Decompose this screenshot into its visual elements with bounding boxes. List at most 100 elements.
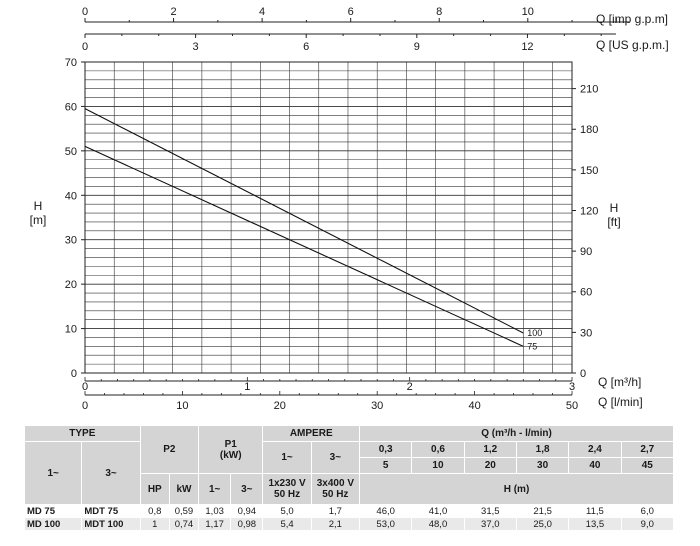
ampere-1-voltage-line2: 50 Hz <box>274 489 301 500</box>
us-tick-label: 6 <box>303 41 309 53</box>
imp-tick-label: 6 <box>348 6 354 18</box>
y-left-title: H <box>34 199 43 213</box>
lmin-tick-label: 50 <box>566 400 578 412</box>
ampere-3-header: 3~ <box>310 441 361 474</box>
row-amp-1: 5,0 <box>262 504 312 518</box>
type-header: TYPE <box>24 425 141 442</box>
row-hp: 1 <box>139 517 170 531</box>
row-kw: 0,74 <box>168 517 200 531</box>
pump-spec-table: TYPE P2 P1 (kW) AMPERE Q (m³/h - l/min) … <box>23 425 675 531</box>
ampere-3-voltage-line2: 50 Hz <box>322 489 349 500</box>
row-h: 48,0 <box>411 517 465 531</box>
plot-frame <box>84 61 573 374</box>
row-type-1: MD 100 <box>23 517 83 531</box>
lmin-tick-label: 10 <box>176 400 188 412</box>
m-tick-label: 40 <box>65 190 77 202</box>
ampere-header: AMPERE <box>262 425 361 442</box>
lmin-tick-label: 30 <box>371 400 383 412</box>
table-row: MD 75 MDT 75 0,8 0,59 1,03 0,94 5,0 1,7 … <box>23 504 675 518</box>
y-right-title: H <box>610 201 619 215</box>
ampere-1-voltage: 1x230 V 50 Hz <box>262 473 312 505</box>
row-h: 53,0 <box>359 517 413 531</box>
curve-75 <box>84 145 524 347</box>
m3h-tick-label: 0 <box>82 381 88 393</box>
bottom-lmin-title: Q [l/min] <box>598 395 643 409</box>
p2-kw-header: kW <box>168 473 200 505</box>
q-m3h-cell: 1,8 <box>515 441 570 458</box>
row-h: 11,5 <box>568 504 622 518</box>
imp-tick-label: 10 <box>522 6 534 18</box>
us-tick-label: 0 <box>82 41 88 53</box>
curve-100 <box>84 108 524 334</box>
type-1-header: 1~ <box>23 441 83 505</box>
row-h: 6,0 <box>620 504 675 518</box>
ft-tick-label: 60 <box>580 287 592 299</box>
row-h: 9,0 <box>620 517 675 531</box>
m-tick-label: 60 <box>65 101 77 113</box>
imp-tick-label: 8 <box>436 6 442 18</box>
m-tick-label: 70 <box>65 57 77 69</box>
us-tick-label: 3 <box>193 41 199 53</box>
row-amp-3: 1,7 <box>310 504 361 518</box>
y-left-unit: [m] <box>30 213 47 227</box>
p1-header-label: P1 <box>224 438 237 450</box>
m3h-tick-label: 3 <box>569 381 575 393</box>
row-h: 25,0 <box>515 517 570 531</box>
ampere-1-voltage-line1: 1x230 V <box>268 478 306 489</box>
curve-label-100: 100 <box>527 328 542 338</box>
lmin-tick-label: 40 <box>468 400 480 412</box>
q-m3h-cell: 1,2 <box>463 441 517 458</box>
q-lmin-cell: 20 <box>463 457 517 474</box>
p1-3-header: 3~ <box>230 473 264 505</box>
curves <box>84 108 524 347</box>
m-tick-label: 20 <box>65 279 77 291</box>
q-lmin-cell: 5 <box>359 457 413 474</box>
row-p1-3: 0,94 <box>230 504 264 518</box>
ampere-1-header: 1~ <box>262 441 312 474</box>
h-header: H (m) <box>359 473 674 505</box>
q-m3h-cell: 2,4 <box>568 441 622 458</box>
row-h: 31,5 <box>463 504 517 518</box>
ampere-3-voltage: 3x400 V 50 Hz <box>310 473 361 505</box>
q-lmin-cell: 40 <box>568 457 622 474</box>
curve-label-75: 75 <box>527 341 537 351</box>
p1-header: P1 (kW) <box>198 425 264 474</box>
row-h: 37,0 <box>463 517 517 531</box>
row-type-3: MDT 100 <box>81 517 141 531</box>
p1-header-unit: (kW) <box>219 449 242 461</box>
row-type-1: MD 75 <box>23 504 83 518</box>
grid <box>85 61 572 374</box>
row-h: 13,5 <box>568 517 622 531</box>
lmin-tick-label: 0 <box>82 400 88 412</box>
m-tick-label: 0 <box>71 368 77 380</box>
row-hp: 0,8 <box>139 504 170 518</box>
q-header: Q (m³/h - l/min) <box>359 425 674 442</box>
m-tick-label: 10 <box>65 324 77 336</box>
row-h: 46,0 <box>359 504 413 518</box>
row-p1-1: 1,17 <box>198 517 232 531</box>
q-m3h-cell: 0,3 <box>359 441 413 458</box>
top-us-title: Q [US g.p.m.] <box>596 38 669 52</box>
q-m3h-cell: 0,6 <box>411 441 465 458</box>
p2-hp-header: HP <box>139 473 170 505</box>
top-imp-title: Q [imp g.p.m] <box>596 12 668 26</box>
m3h-tick-label: 1 <box>244 381 250 393</box>
row-p1-1: 1,03 <box>198 504 232 518</box>
us-tick-label: 12 <box>521 41 533 53</box>
imp-tick-label: 2 <box>170 6 176 18</box>
q-lmin-cell: 10 <box>411 457 465 474</box>
p1-1-header: 1~ <box>198 473 232 505</box>
m-tick-label: 30 <box>65 235 77 247</box>
row-p1-3: 0,98 <box>230 517 264 531</box>
q-lmin-cell: 30 <box>515 457 570 474</box>
m-tick-label: 50 <box>65 146 77 158</box>
row-kw: 0,59 <box>168 504 200 518</box>
ampere-3-voltage-line1: 3x400 V <box>316 478 354 489</box>
ft-tick-label: 0 <box>580 368 586 380</box>
us-tick-label: 9 <box>414 41 420 53</box>
row-h: 41,0 <box>411 504 465 518</box>
imp-tick-label: 4 <box>259 6 265 18</box>
axes <box>81 18 630 396</box>
